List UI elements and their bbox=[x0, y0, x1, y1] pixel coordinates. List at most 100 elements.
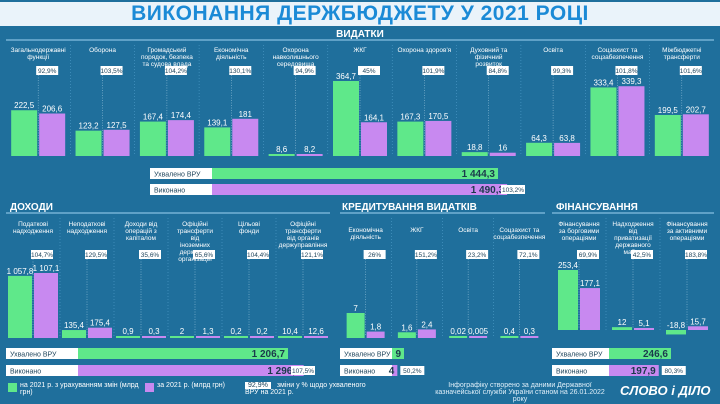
category-label-0-5: ЖКГ bbox=[353, 47, 367, 54]
bar-value-label: 139,1 bbox=[207, 118, 228, 127]
pct-label-1-3: 65,6% bbox=[195, 252, 214, 259]
bar-purple-3-2 bbox=[688, 326, 708, 330]
bar-value-label: 7 bbox=[353, 304, 358, 313]
bar-purple-1-0 bbox=[34, 273, 58, 338]
pct-box bbox=[486, 66, 509, 75]
pct-label-0-10: 101,6% bbox=[680, 68, 702, 75]
brand-logo: СЛОВО і ДІЛО bbox=[620, 383, 711, 398]
bar-purple-0-3 bbox=[232, 118, 259, 156]
bar-purple-0-6 bbox=[425, 120, 452, 156]
bar-purple-0-1 bbox=[103, 129, 130, 156]
total-label-3-0: Ухвалено ВРУ bbox=[556, 352, 603, 359]
bar-value-label: 127,5 bbox=[107, 121, 128, 130]
pct-label-0-0: 92,9% bbox=[38, 68, 57, 75]
bar-green-1-5 bbox=[278, 336, 302, 338]
total-value-1-1: 1 296,9 bbox=[267, 366, 301, 377]
bar-value-label: 10,4 bbox=[282, 327, 298, 336]
bar-purple-1-2 bbox=[142, 336, 166, 338]
bar-value-label: 0,3 bbox=[148, 327, 160, 336]
pct-box bbox=[193, 250, 215, 259]
bar-value-label: -18,8 bbox=[667, 321, 686, 330]
pct-label-2-1: 151,2% bbox=[415, 252, 437, 259]
pct-box bbox=[31, 250, 53, 259]
bar-value-label: 16 bbox=[498, 144, 507, 153]
pct-label-0-4: 94,9% bbox=[295, 68, 314, 75]
bar-value-label: 333,4 bbox=[593, 78, 614, 87]
bar-green-0-0 bbox=[11, 110, 38, 156]
bar-green-3-0 bbox=[558, 270, 578, 330]
bar-value-label: 0,2 bbox=[256, 327, 268, 336]
bar-value-label: 0,3 bbox=[524, 327, 536, 336]
pct-label-0-1: 103,5% bbox=[101, 68, 123, 75]
pct-box bbox=[36, 66, 59, 75]
bar-green-0-2 bbox=[139, 121, 166, 156]
bar-green-2-3 bbox=[500, 336, 519, 338]
pct-box bbox=[631, 250, 653, 259]
pct-label-3-0: 69,9% bbox=[579, 252, 598, 259]
total-bar-0-1 bbox=[212, 184, 508, 195]
legend-purple-swatch bbox=[145, 383, 154, 392]
pct-label-1-1: 129,5% bbox=[85, 252, 107, 259]
bar-value-label: 12 bbox=[618, 318, 627, 327]
total-pct-box bbox=[400, 366, 425, 375]
bar-green-2-0 bbox=[346, 313, 365, 338]
bar-green-3-1 bbox=[612, 327, 632, 330]
pct-label-0-3: 130,1% bbox=[229, 68, 251, 75]
total-bar-3-0 bbox=[609, 348, 671, 359]
bar-value-label: 170,5 bbox=[428, 112, 449, 121]
bar-green-1-1 bbox=[62, 330, 86, 338]
pct-box bbox=[100, 66, 123, 75]
total-value-0-1: 1 490,3 bbox=[471, 185, 505, 196]
total-label-bg bbox=[150, 168, 212, 179]
category-label-0-3: Економічна діяльність bbox=[214, 46, 249, 61]
bar-value-label: 123,2 bbox=[79, 122, 100, 131]
bar-value-label: 177,1 bbox=[580, 279, 601, 288]
bar-green-0-5 bbox=[333, 81, 359, 156]
category-label-0-7: Духовний та фізичний розвиток bbox=[470, 46, 508, 68]
total-bar-0-0 bbox=[212, 168, 498, 179]
bar-green-2-2 bbox=[449, 336, 468, 338]
bar-value-label: 164,1 bbox=[364, 113, 385, 122]
bar-value-label: 222,5 bbox=[14, 101, 35, 110]
pct-box bbox=[422, 66, 445, 75]
bar-green-0-7 bbox=[461, 152, 488, 156]
pct-box bbox=[551, 66, 574, 75]
total-pct-box bbox=[291, 366, 315, 375]
pct-box bbox=[679, 66, 702, 75]
category-label-2-3: Соцзахист та соцзабезпечення bbox=[493, 227, 545, 241]
bar-purple-0-0 bbox=[39, 113, 66, 156]
pct-label-2-0: 26% bbox=[368, 252, 381, 259]
total-bar-2-1 bbox=[392, 365, 398, 376]
pct-box bbox=[85, 250, 107, 259]
bar-value-label: 63,8 bbox=[559, 134, 575, 143]
bar-value-label: 0,4 bbox=[504, 327, 516, 336]
total-value-1-0: 1 206,7 bbox=[252, 349, 286, 360]
bar-green-0-4 bbox=[268, 154, 295, 156]
bar-purple-0-2 bbox=[167, 120, 194, 156]
pct-box bbox=[363, 250, 386, 259]
category-label-1-0: Податкові надходження bbox=[13, 220, 54, 235]
bar-value-label: 206,6 bbox=[42, 105, 63, 114]
bar-value-label: 1 057,8 bbox=[7, 267, 34, 276]
category-label-0-9: Соцзахист та соцзабезпечення bbox=[592, 47, 644, 61]
bar-purple-1-5 bbox=[304, 336, 328, 338]
total-bar-2-0 bbox=[392, 348, 404, 359]
bar-value-label: 0,2 bbox=[230, 327, 242, 336]
bar-value-label: 253,4 bbox=[558, 261, 579, 270]
bar-value-label: 1 107,1 bbox=[33, 264, 60, 273]
total-label-0-1: Виконано bbox=[154, 188, 185, 195]
bar-value-label: 8,2 bbox=[304, 145, 316, 154]
bar-value-label: 5,1 bbox=[638, 319, 650, 328]
category-label-1-5: Офіційні трансферти від органів держуправлі… bbox=[279, 220, 328, 249]
bar-value-label: 8,6 bbox=[276, 145, 288, 154]
legend-pct-sample: 92,9% bbox=[245, 382, 271, 389]
category-label-1-1: Неподаткові надходження bbox=[67, 220, 108, 235]
category-label-0-8: Освіта bbox=[543, 46, 563, 54]
bar-green-0-6 bbox=[397, 121, 424, 156]
total-pct-0: 103,2% bbox=[502, 187, 524, 194]
bar-green-0-10 bbox=[654, 114, 681, 156]
bar-purple-3-0 bbox=[580, 288, 600, 330]
bar-value-label: 174,4 bbox=[171, 111, 192, 120]
category-label-0-1: Оборона bbox=[89, 46, 116, 54]
bar-value-label: 15,7 bbox=[690, 317, 706, 326]
